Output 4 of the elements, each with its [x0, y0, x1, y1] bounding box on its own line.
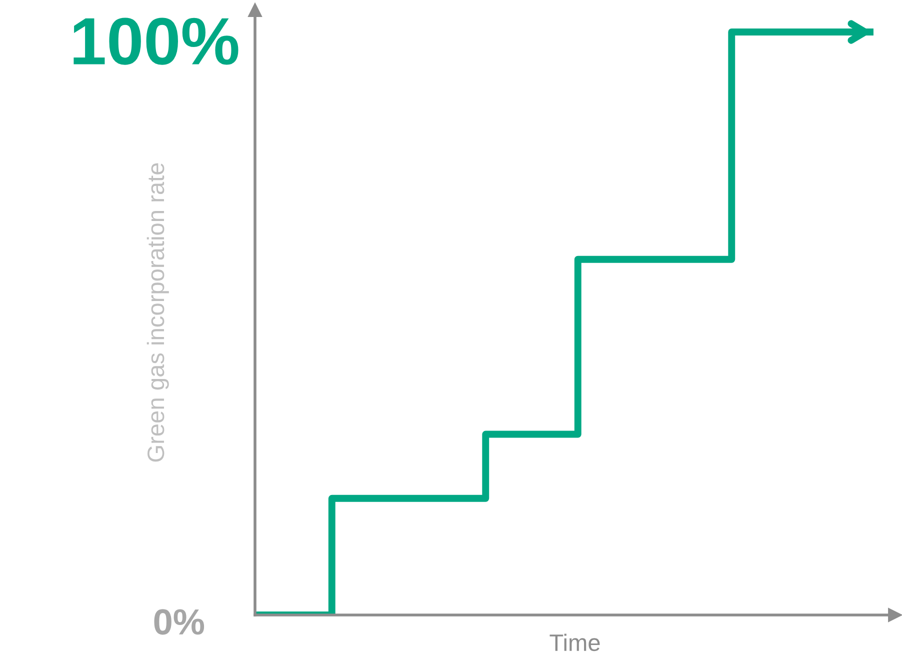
- y-axis-title: Green gas incorporation rate: [146, 163, 169, 462]
- x-axis-title: Time: [550, 634, 600, 652]
- text: 100%: [74, 18, 238, 65]
- text: 0%: [154, 609, 204, 635]
